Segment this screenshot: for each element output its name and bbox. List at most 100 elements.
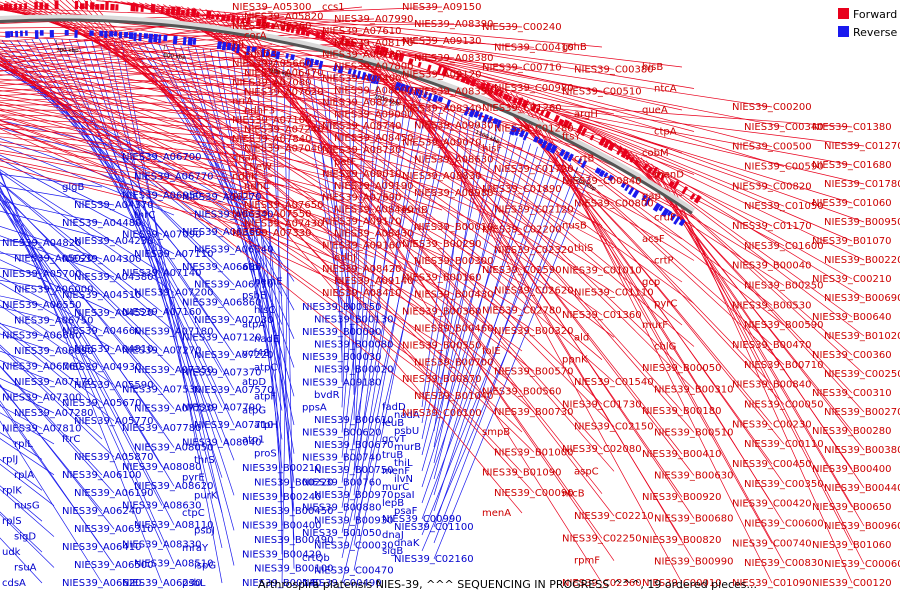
- reverse-gene-label[interactable]: NIES39_A04510: [62, 290, 141, 301]
- forward-gene-label[interactable]: NIES39_C00420: [732, 499, 812, 510]
- forward-gene-label[interactable]: NIES39_C00590: [744, 162, 824, 173]
- forward-gene-label[interactable]: NIES39_C00060: [824, 559, 900, 570]
- forward-gene-label[interactable]: NIES39_C02590: [482, 265, 562, 276]
- forward-gene-label[interactable]: ntcB: [562, 489, 585, 500]
- forward-gene-label[interactable]: NIES39_B01020: [824, 331, 900, 342]
- forward-gene-label[interactable]: NIES39_A08410: [322, 288, 401, 299]
- forward-gene-label[interactable]: NIES39_B00710: [744, 360, 824, 371]
- reverse-gene-label[interactable]: NIES39_B00620: [302, 428, 382, 439]
- forward-gene-label[interactable]: NIES39_C00500: [732, 142, 812, 153]
- forward-gene-label[interactable]: NIES39_C01380: [812, 122, 892, 133]
- reverse-gene-label[interactable]: atpA: [242, 320, 265, 331]
- forward-gene-label[interactable]: NIES39_B00050: [642, 363, 722, 374]
- forward-gene-label[interactable]: NIES39_B00460: [414, 323, 494, 334]
- reverse-gene-label[interactable]: vcf48: [242, 348, 270, 359]
- reverse-gene-label[interactable]: NIES39_A07270: [122, 346, 201, 357]
- forward-gene-label[interactable]: acsF: [642, 234, 665, 245]
- forward-gene-label[interactable]: NIES39_B00510: [654, 428, 734, 439]
- reverse-gene-label[interactable]: NIES39_B00930: [314, 515, 394, 526]
- forward-gene-label[interactable]: NIES39_A08450: [334, 133, 413, 144]
- reverse-gene-label[interactable]: fadD: [382, 402, 406, 413]
- reverse-gene-label[interactable]: NIES39_A05590: [74, 380, 153, 391]
- forward-gene-label[interactable]: menA: [482, 508, 511, 519]
- reverse-gene-label[interactable]: dnaJ: [382, 530, 404, 541]
- reverse-gene-label[interactable]: NIES39_A07350: [134, 365, 213, 376]
- forward-gene-label[interactable]: ndhD3: [244, 49, 277, 60]
- forward-gene-label[interactable]: NIES39_C02320: [494, 245, 574, 256]
- forward-gene-label[interactable]: ctpA: [654, 127, 677, 138]
- reverse-gene-label[interactable]: NIES39_A06860: [182, 297, 261, 308]
- forward-gene-label[interactable]: ald: [574, 332, 589, 343]
- forward-gene-label[interactable]: NIES39_B00730: [494, 407, 574, 418]
- forward-gene-label[interactable]: ndhF3: [244, 106, 275, 117]
- reverse-gene-label[interactable]: NIES39_A07120: [182, 332, 261, 343]
- reverse-gene-label[interactable]: NIES39_C00490: [302, 578, 382, 589]
- forward-gene-label[interactable]: murF: [642, 320, 668, 331]
- forward-gene-label[interactable]: NIES39_A07430: [244, 219, 323, 230]
- forward-gene-label[interactable]: NIES39_C00830: [744, 558, 824, 569]
- forward-gene-label[interactable]: NIES39_A07690: [322, 193, 401, 204]
- forward-gene-label[interactable]: NIES39_A08440: [334, 205, 413, 216]
- forward-gene-label[interactable]: NIES39_A08830: [402, 171, 481, 182]
- forward-gene-label[interactable]: NIES39_B00290: [402, 239, 482, 250]
- reverse-gene-label[interactable]: ctpC: [182, 508, 205, 519]
- reverse-gene-label[interactable]: thrC: [134, 210, 155, 221]
- forward-gene-label[interactable]: NIES39_A08430: [334, 228, 413, 239]
- reverse-gene-label[interactable]: NIES39_C00470: [314, 566, 394, 577]
- forward-gene-label[interactable]: chlG: [654, 342, 676, 353]
- forward-gene-label[interactable]: argH: [574, 109, 598, 120]
- forward-gene-label[interactable]: cheW: [244, 162, 272, 173]
- reverse-gene-label[interactable]: NIES39_B00750: [314, 465, 394, 476]
- reverse-gene-label[interactable]: NIES39_A08510: [134, 559, 213, 570]
- forward-gene-label[interactable]: NIES39_A08340: [402, 104, 481, 115]
- forward-gene-label[interactable]: NIES39_C02200: [482, 225, 562, 236]
- reverse-gene-label[interactable]: NIES39_A07530: [122, 384, 201, 395]
- forward-gene-label[interactable]: NIES39_C00230: [732, 419, 812, 430]
- forward-gene-label[interactable]: NIES39_A07990: [334, 14, 413, 25]
- reverse-gene-label[interactable]: NIES39_A04660: [62, 326, 141, 337]
- reverse-gene-label[interactable]: NIES39_A04370: [74, 200, 153, 211]
- reverse-gene-label[interactable]: cdsA: [2, 578, 26, 589]
- reverse-gene-label[interactable]: NIES39_B00210: [242, 463, 322, 474]
- forward-gene-label[interactable]: NIES39_B01060: [812, 540, 892, 551]
- forward-gene-label[interactable]: NIES39_C00110: [744, 439, 824, 450]
- reverse-gene-label[interactable]: NIES39_A06340: [194, 210, 273, 221]
- reverse-gene-label[interactable]: NIES39_A05870: [74, 452, 153, 463]
- forward-gene-label[interactable]: NIES39_C00010: [642, 578, 722, 589]
- reverse-gene-label[interactable]: ppsA: [302, 402, 327, 413]
- reverse-gene-label[interactable]: NIES39_A06240: [62, 506, 141, 517]
- forward-gene-label[interactable]: NIES39_C02150: [574, 422, 654, 433]
- reverse-gene-label[interactable]: NIES39_A05770: [74, 416, 153, 427]
- forward-gene-label[interactable]: ntcA: [654, 84, 677, 95]
- reverse-gene-label[interactable]: NIES39_B00140: [242, 578, 322, 589]
- reverse-gene-label[interactable]: NIES39_A07370: [182, 368, 261, 379]
- reverse-gene-label[interactable]: nadE: [254, 334, 279, 345]
- reverse-gene-label[interactable]: NIES39_A07180: [134, 326, 213, 337]
- reverse-gene-label[interactable]: rplA: [14, 470, 34, 481]
- forward-gene-label[interactable]: NIES39_B00530: [732, 300, 812, 311]
- forward-gene-label[interactable]: ftsY: [562, 131, 581, 142]
- forward-gene-label[interactable]: NIES39_A09170: [322, 217, 401, 228]
- forward-gene-label[interactable]: NIES39_C00380: [574, 64, 654, 75]
- forward-gene-label[interactable]: NIES39_A07240: [244, 124, 323, 135]
- reverse-gene-label[interactable]: NIES39_A07220: [194, 350, 273, 361]
- reverse-gene-label[interactable]: NIES39_B00420: [242, 549, 322, 560]
- reverse-gene-label[interactable]: NIES39_A06540: [194, 245, 273, 256]
- reverse-gene-label[interactable]: NIES39_A06770: [134, 171, 213, 182]
- forward-gene-label[interactable]: NIES39_B01070: [812, 236, 892, 247]
- reverse-gene-label[interactable]: NIES39_A07570: [194, 385, 273, 396]
- forward-gene-label[interactable]: NIES39_B00250: [744, 281, 824, 292]
- reverse-gene-label[interactable]: NIES39_A04300: [62, 254, 141, 265]
- reverse-gene-label[interactable]: NIES39_B00760: [302, 478, 382, 489]
- reverse-gene-label[interactable]: murC: [382, 482, 409, 493]
- reverse-gene-label[interactable]: mraY: [182, 543, 209, 554]
- reverse-gene-label[interactable]: hemE: [254, 276, 283, 287]
- forward-gene-label[interactable]: NIES39_B00560: [482, 387, 562, 398]
- forward-gene-label[interactable]: hli: [232, 40, 244, 51]
- reverse-gene-label[interactable]: atpI: [242, 262, 261, 273]
- forward-gene-label[interactable]: NIES39_A09130: [402, 36, 481, 47]
- forward-gene-label[interactable]: NIES39_C01010: [562, 265, 642, 276]
- reverse-gene-label[interactable]: NIES39_A06310: [74, 524, 153, 535]
- forward-gene-label[interactable]: NIES39_C00350: [744, 479, 824, 490]
- reverse-gene-label[interactable]: NIES39_A07300: [2, 393, 81, 404]
